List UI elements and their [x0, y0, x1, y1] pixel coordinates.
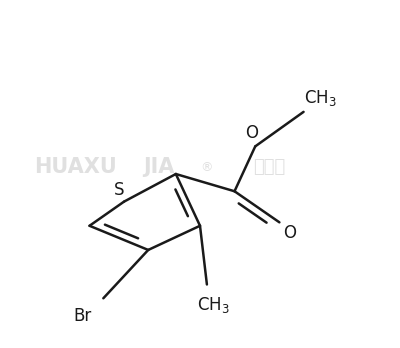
Text: Br: Br: [74, 307, 92, 325]
Text: ®: ®: [201, 160, 213, 174]
Text: JIA: JIA: [143, 157, 174, 177]
Text: CH$_3$: CH$_3$: [198, 295, 230, 315]
Text: S: S: [114, 181, 124, 199]
Text: O: O: [245, 124, 258, 142]
Text: O: O: [283, 224, 296, 242]
Text: HUAXU: HUAXU: [34, 157, 117, 177]
Text: CH$_3$: CH$_3$: [304, 88, 337, 108]
Text: 化学加: 化学加: [253, 158, 285, 176]
